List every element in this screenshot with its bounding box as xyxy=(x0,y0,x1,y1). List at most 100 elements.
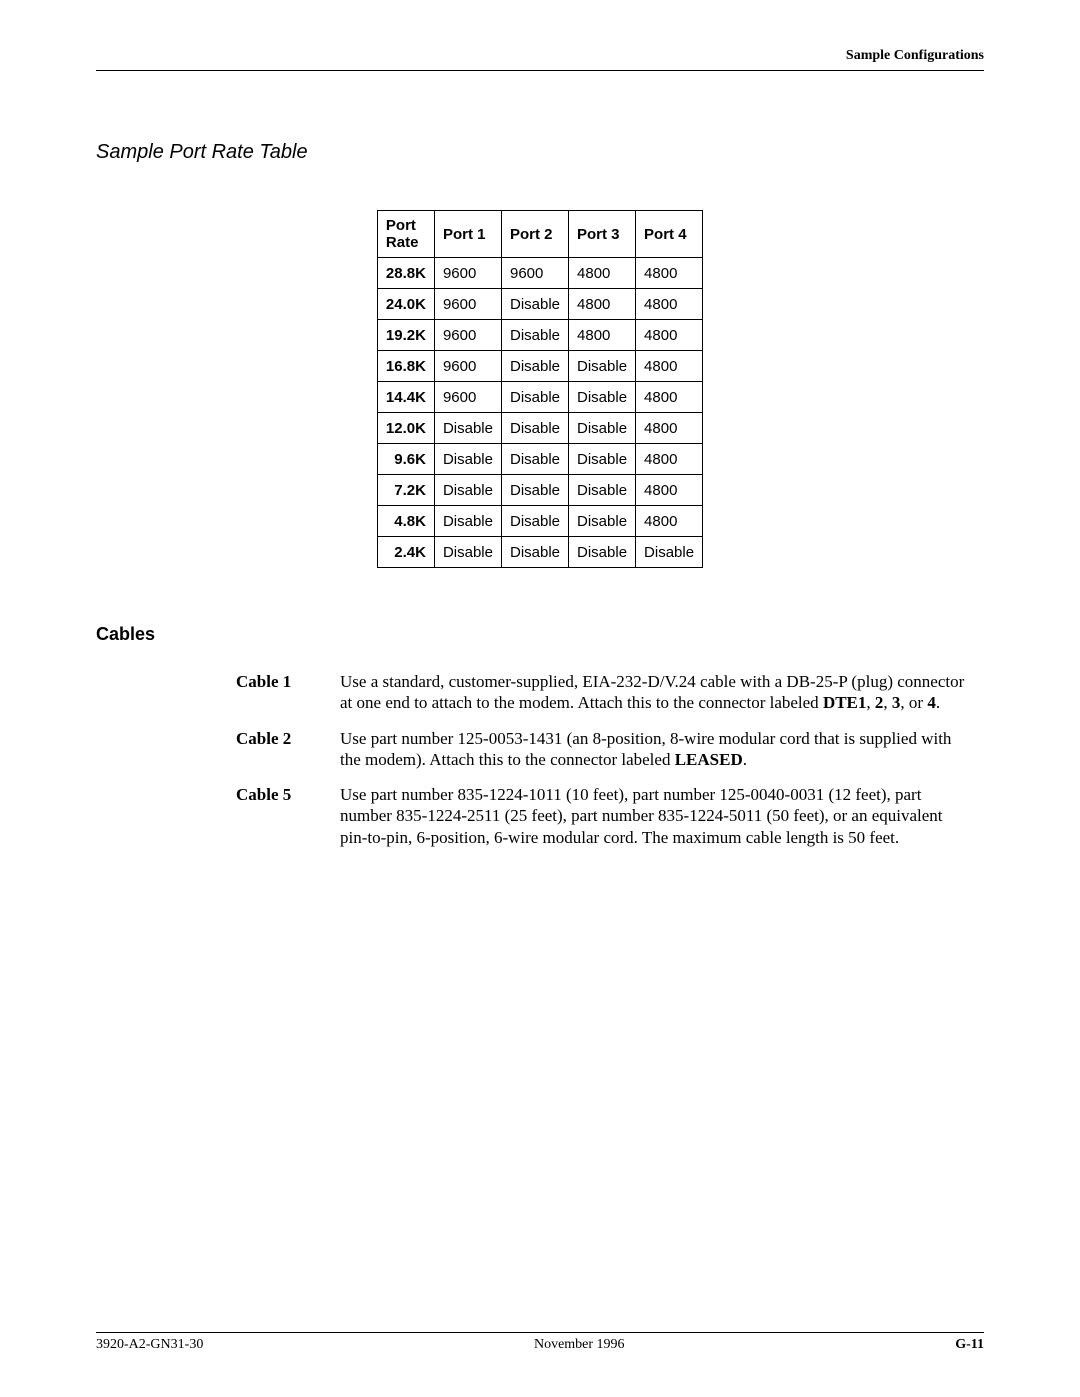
cable-text: . xyxy=(743,750,747,769)
table-body: 28.8K 9600 9600 4800 4800 24.0K 9600 Dis… xyxy=(377,258,702,568)
section-title: Sample Port Rate Table xyxy=(96,141,984,164)
cable-text: , or xyxy=(900,693,927,712)
table-row: 9.6K Disable Disable Disable 4800 xyxy=(377,444,702,475)
cell: 9600 xyxy=(434,382,501,413)
footer-center: November 1996 xyxy=(534,1337,625,1353)
footer-row: 3920-A2-GN31-30 November 1996 G-11 xyxy=(96,1337,984,1353)
cell: 9600 xyxy=(501,258,568,289)
cell-rate: 16.8K xyxy=(377,351,434,382)
table-header-row: Port Rate Port 1 Port 2 Port 3 Port 4 xyxy=(377,211,702,258)
cell: Disable xyxy=(501,537,568,568)
cell-rate: 19.2K xyxy=(377,320,434,351)
cable-bold: 4 xyxy=(927,693,936,712)
col-header-rate: Port Rate xyxy=(377,211,434,258)
port-rate-table: Port Rate Port 1 Port 2 Port 3 Port 4 28… xyxy=(377,210,703,568)
table-row: 28.8K 9600 9600 4800 4800 xyxy=(377,258,702,289)
cell-rate: 28.8K xyxy=(377,258,434,289)
cell: 4800 xyxy=(569,320,636,351)
cable-text: Use part number 125-0053-1431 (an 8-posi… xyxy=(340,729,951,769)
page: Sample Configurations Sample Port Rate T… xyxy=(0,0,1080,1397)
cell: Disable xyxy=(501,506,568,537)
cell-rate: 24.0K xyxy=(377,289,434,320)
cell: Disable xyxy=(569,382,636,413)
cable-label: Cable 2 xyxy=(236,728,340,771)
cell: 4800 xyxy=(636,351,703,382)
cell: Disable xyxy=(569,475,636,506)
cell: Disable xyxy=(501,382,568,413)
cable-item: Cable 1 Use a standard, customer-supplie… xyxy=(236,671,974,714)
cables-list: Cable 1 Use a standard, customer-supplie… xyxy=(236,671,974,848)
cell: 4800 xyxy=(636,506,703,537)
header-rule xyxy=(96,70,984,71)
table-row: 19.2K 9600 Disable 4800 4800 xyxy=(377,320,702,351)
cable-text: , xyxy=(883,693,892,712)
cable-label: Cable 5 xyxy=(236,784,340,848)
cable-item: Cable 5 Use part number 835-1224-1011 (1… xyxy=(236,784,974,848)
cable-item: Cable 2 Use part number 125-0053-1431 (a… xyxy=(236,728,974,771)
table-row: 24.0K 9600 Disable 4800 4800 xyxy=(377,289,702,320)
cell: Disable xyxy=(434,537,501,568)
cell-rate: 7.2K xyxy=(377,475,434,506)
col-header-2: Port 2 xyxy=(501,211,568,258)
col-header-rate-l1: Port xyxy=(386,217,416,234)
cell: 9600 xyxy=(434,289,501,320)
cell: 4800 xyxy=(636,320,703,351)
table-row: 7.2K Disable Disable Disable 4800 xyxy=(377,475,702,506)
col-header-1: Port 1 xyxy=(434,211,501,258)
cell: 4800 xyxy=(636,289,703,320)
cables-heading: Cables xyxy=(96,624,984,645)
cell: 4800 xyxy=(636,444,703,475)
cell: Disable xyxy=(434,506,501,537)
cable-desc: Use part number 125-0053-1431 (an 8-posi… xyxy=(340,728,974,771)
cell: 4800 xyxy=(636,382,703,413)
cable-text: , xyxy=(866,693,875,712)
cell: Disable xyxy=(434,413,501,444)
col-header-3: Port 3 xyxy=(569,211,636,258)
cell: Disable xyxy=(569,537,636,568)
cell-rate: 2.4K xyxy=(377,537,434,568)
cell: 4800 xyxy=(569,289,636,320)
cable-desc: Use part number 835-1224-1011 (10 feet),… xyxy=(340,784,974,848)
table-row: 16.8K 9600 Disable Disable 4800 xyxy=(377,351,702,382)
cell: Disable xyxy=(636,537,703,568)
cable-bold: DTE1 xyxy=(823,693,866,712)
col-header-rate-l2: Rate xyxy=(386,234,419,251)
cell-rate: 4.8K xyxy=(377,506,434,537)
cable-text: . xyxy=(936,693,940,712)
cell: 9600 xyxy=(434,258,501,289)
cell: Disable xyxy=(569,351,636,382)
col-header-4: Port 4 xyxy=(636,211,703,258)
cell: Disable xyxy=(501,475,568,506)
cell: Disable xyxy=(434,475,501,506)
cell: 9600 xyxy=(434,320,501,351)
cell: Disable xyxy=(501,289,568,320)
footer-left: 3920-A2-GN31-30 xyxy=(96,1337,203,1353)
cell: 4800 xyxy=(569,258,636,289)
cable-desc: Use a standard, customer-supplied, EIA-2… xyxy=(340,671,974,714)
table-row: 2.4K Disable Disable Disable Disable xyxy=(377,537,702,568)
table-row: 4.8K Disable Disable Disable 4800 xyxy=(377,506,702,537)
cell: Disable xyxy=(501,413,568,444)
cable-bold: LEASED xyxy=(675,750,743,769)
cell-rate: 12.0K xyxy=(377,413,434,444)
cell: Disable xyxy=(569,506,636,537)
footer-right: G-11 xyxy=(955,1337,984,1353)
cell: 4800 xyxy=(636,258,703,289)
footer-rule xyxy=(96,1332,984,1333)
cell: 4800 xyxy=(636,413,703,444)
cell: Disable xyxy=(434,444,501,475)
table-row: 12.0K Disable Disable Disable 4800 xyxy=(377,413,702,444)
cell: Disable xyxy=(501,351,568,382)
cable-text: Use part number 835-1224-1011 (10 feet),… xyxy=(340,785,943,847)
header-right: Sample Configurations xyxy=(96,48,984,64)
footer: 3920-A2-GN31-30 November 1996 G-11 xyxy=(96,1332,984,1353)
table-row: 14.4K 9600 Disable Disable 4800 xyxy=(377,382,702,413)
cell: Disable xyxy=(501,320,568,351)
cell: 4800 xyxy=(636,475,703,506)
cable-label: Cable 1 xyxy=(236,671,340,714)
cell: 9600 xyxy=(434,351,501,382)
cell-rate: 9.6K xyxy=(377,444,434,475)
cell: Disable xyxy=(501,444,568,475)
cell: Disable xyxy=(569,413,636,444)
cell-rate: 14.4K xyxy=(377,382,434,413)
